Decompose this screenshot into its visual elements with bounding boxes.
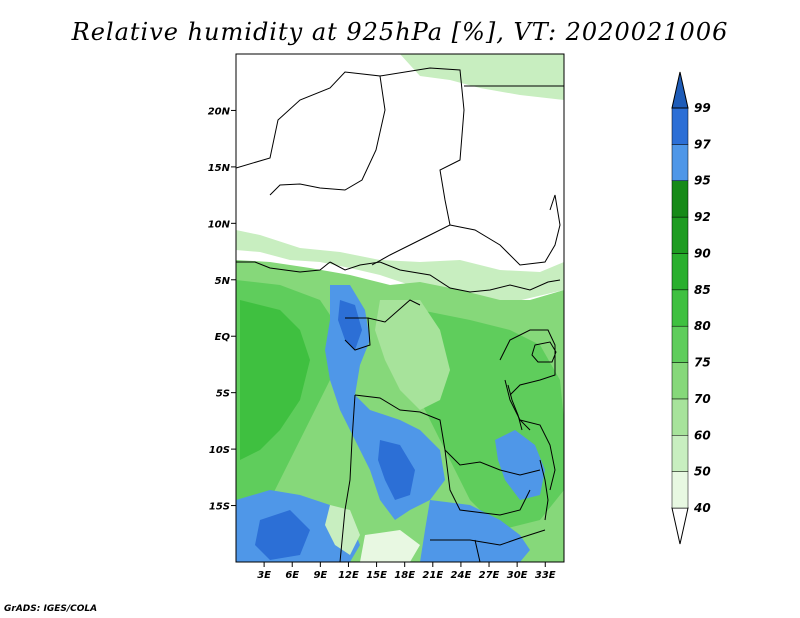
colorbar-segment (671, 398, 689, 436)
colorbar-label: 75 (694, 356, 711, 370)
colorbar-segment (671, 180, 689, 218)
colorbar-segment (671, 107, 689, 145)
humidity-field-85-90 (240, 300, 310, 460)
lat-tick-label: EQ (215, 332, 231, 343)
colorbar-lower-arrow (671, 507, 689, 545)
humidity-field-light-south-center (360, 530, 420, 562)
colorbar-segment (671, 362, 689, 400)
lat-tick-label: 10N (208, 219, 231, 230)
humidity-field-blue-southeast (420, 500, 530, 562)
colorbar-label: 92 (694, 210, 711, 224)
colorbar-label: 99 (694, 101, 711, 115)
colorbar-label: 60 (694, 428, 711, 442)
lon-tick-label: 18E (394, 570, 415, 581)
colorbar-segment (671, 471, 689, 509)
lake-victoria (531, 341, 557, 363)
colorbar: 40 50 60 70 75 80 85 90 92 95 97 99 (671, 71, 711, 545)
colorbar-label: 70 (694, 392, 711, 406)
lon-tick-label: 12E (338, 570, 359, 581)
colorbar-label: 50 (694, 465, 711, 479)
colorbar-segment (671, 435, 689, 472)
colorbar-segment (671, 253, 689, 291)
humidity-field-east-light (375, 300, 450, 410)
lat-tick-label: 10S (209, 445, 230, 456)
lon-tick-label: 6E (285, 570, 299, 581)
footer-credit: GrADS: IGES/COLA (4, 604, 98, 614)
chart-title: Relative humidity at 925hPa [%], VT: 202… (71, 18, 729, 46)
lat-tick-label: 15N (208, 163, 231, 174)
colorbar-label: 40 (693, 501, 711, 515)
colorbar-segment (671, 289, 689, 327)
humidity-field-light-southwest (325, 505, 360, 555)
lake-tanganyika (507, 384, 523, 431)
colorbar-label: 80 (694, 319, 711, 333)
lon-tick-label: 24E (451, 570, 472, 581)
lon-tick-label: 33E (535, 570, 556, 581)
colorbar-segment (671, 216, 689, 254)
lat-tick-label: 5S (216, 389, 230, 400)
colorbar-label: 97 (694, 137, 711, 151)
lon-tick-label: 21E (422, 570, 443, 581)
humidity-field-blue-east (495, 430, 545, 500)
lat-tick-label: 20N (208, 106, 231, 117)
country-boundaries (236, 67, 564, 562)
colorbar-upper-arrow (671, 71, 689, 109)
axis-ticks: 20N 15N 10N 5N EQ 5S 10S 15S 3E 6E 9E 12E 15E 18E 21E 2… (208, 106, 556, 581)
map-frame (235, 53, 565, 563)
colorbar-label: 95 (694, 174, 711, 188)
colorbar-label: 85 (694, 283, 711, 297)
colorbar-label: 90 (694, 246, 711, 260)
humidity-field-light-north (236, 54, 564, 305)
lat-tick-label: 15S (209, 502, 230, 513)
colorbar-segment (671, 144, 689, 181)
colorbar-segment (671, 325, 689, 363)
lake-malawi (539, 459, 549, 521)
lon-tick-label: 30E (507, 570, 528, 581)
lat-tick-label: 5N (215, 276, 231, 287)
map-area (236, 54, 564, 562)
humidity-field-dark-blue (255, 300, 415, 560)
lon-tick-label: 15E (366, 570, 387, 581)
lon-tick-label: 27E (479, 570, 500, 581)
lon-tick-label: 3E (257, 570, 271, 581)
lon-tick-label: 9E (313, 570, 327, 581)
